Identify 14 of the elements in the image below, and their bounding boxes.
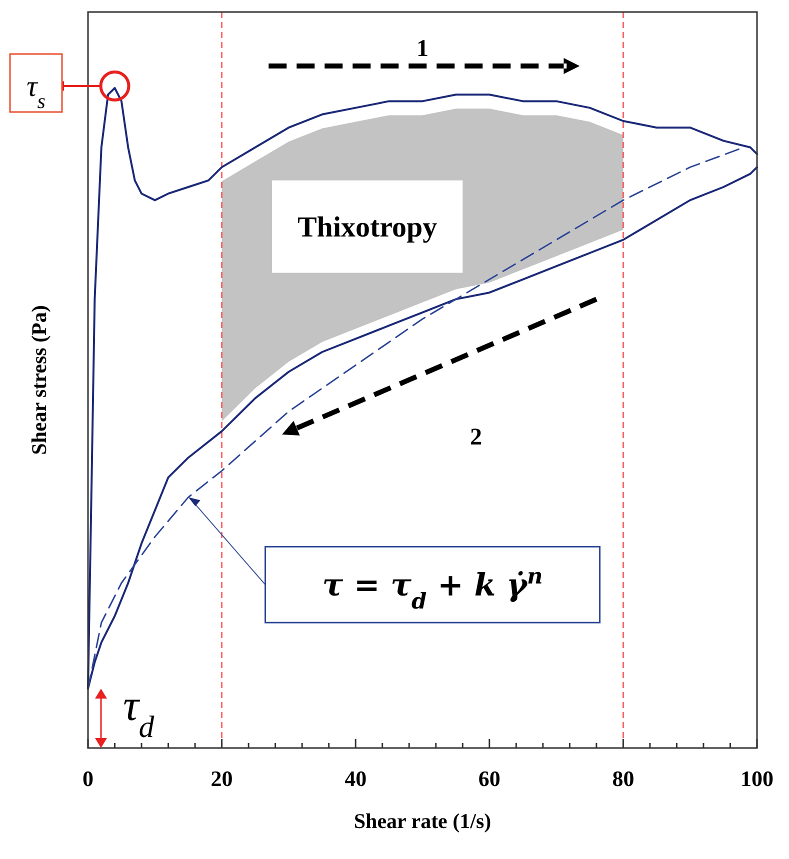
x-tick-label: 60 — [478, 766, 500, 791]
annotation: τ$_{d}$ — [123, 681, 155, 744]
x-axis-title: Shear rate (1/s) — [354, 809, 492, 833]
x-tick-label: 40 — [344, 766, 367, 791]
annotation: τ = τ$_{d}$ + k γ̇$^{n}$ — [322, 564, 543, 614]
annotation: Thixotropy — [297, 212, 438, 244]
x-tick-label: 100 — [740, 766, 774, 791]
annotation: τ$_{s}$ — [26, 70, 46, 113]
x-tick-label: 0 — [82, 766, 94, 791]
x-tick-label: 20 — [210, 766, 233, 791]
text: 1 — [416, 36, 428, 62]
annotation: 2 — [470, 424, 482, 450]
y-axis-title: Shear stress (Pa) — [27, 305, 51, 455]
x-tick-label: 80 — [612, 766, 634, 791]
